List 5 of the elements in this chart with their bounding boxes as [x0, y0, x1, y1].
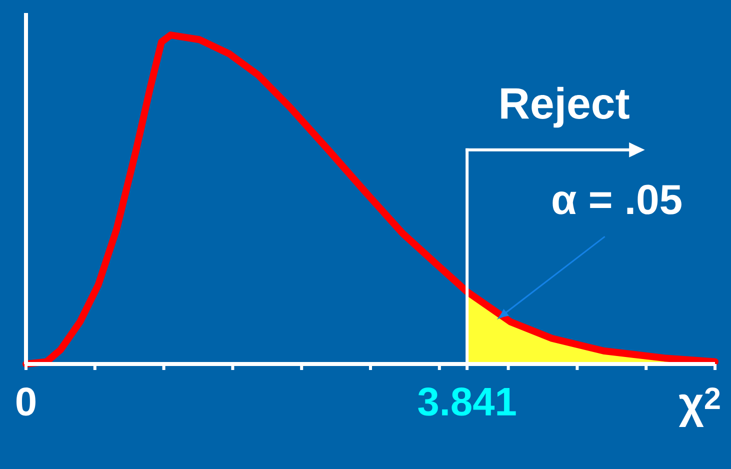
x-tick-label: 3.841 [418, 388, 516, 416]
x-tick-label: 0 [16, 388, 36, 416]
ref-line-label: Reject [501, 86, 630, 128]
annotation: α = .05 [552, 184, 682, 214]
x-axis-title: χ$^{2}$ [678, 388, 720, 428]
